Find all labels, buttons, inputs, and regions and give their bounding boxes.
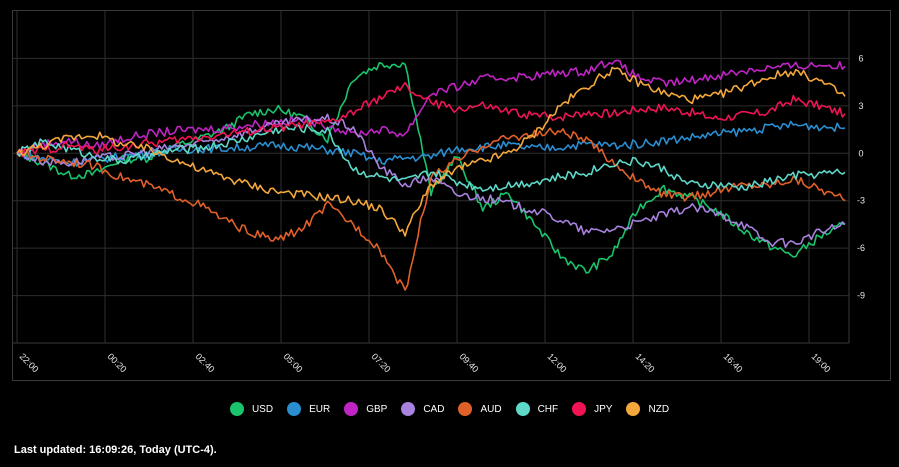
y-tick-label: -9 (857, 291, 865, 301)
y-tick-label: 3 (858, 101, 863, 111)
x-tick-label: 22:00 (18, 351, 41, 374)
legend-item-nzd[interactable]: NZD (626, 402, 669, 416)
y-tick-label: 6 (858, 53, 863, 63)
legend-item-gbp[interactable]: GBP (344, 402, 387, 416)
legend-label: JPY (594, 403, 613, 415)
legend: USD EUR GBP CAD AUD CHF JPY NZD (0, 402, 899, 416)
x-tick-label: 12:00 (546, 351, 569, 374)
legend-swatch (515, 402, 530, 416)
legend-label: CHF (537, 403, 559, 415)
x-tick-label: 19:00 (810, 351, 833, 374)
legend-swatch (458, 402, 473, 416)
legend-item-jpy[interactable]: JPY (572, 402, 612, 416)
series-line-nzd (16, 66, 846, 237)
series-line-gbp (16, 59, 846, 155)
y-tick-label: -6 (857, 243, 865, 253)
x-tick-label: 09:40 (458, 351, 481, 374)
series-line-jpy (16, 81, 846, 158)
y-tick-label: 0 (858, 148, 863, 158)
y-tick-label: -3 (857, 196, 865, 206)
legend-item-chf[interactable]: CHF (515, 402, 559, 416)
legend-swatch (287, 402, 302, 416)
legend-label: EUR (309, 403, 331, 415)
x-tick-label: 00:20 (106, 351, 129, 374)
x-tick-label: 07:20 (370, 351, 393, 374)
legend-item-usd[interactable]: USD (229, 402, 274, 416)
legend-label: AUD (480, 403, 502, 415)
legend-item-cad[interactable]: CAD (401, 402, 444, 416)
x-tick-label: 05:00 (282, 351, 305, 374)
x-tick-label: 02:40 (194, 351, 217, 374)
legend-label: USD (251, 403, 274, 415)
legend-swatch (401, 402, 416, 416)
legend-label: GBP (366, 403, 388, 415)
x-tick-label: 16:40 (722, 351, 745, 374)
series-line-aud (16, 127, 846, 291)
legend-label: CAD (423, 403, 445, 415)
last-updated-text: Last updated: 16:09:26, Today (UTC-4). (14, 444, 217, 456)
legend-swatch (572, 402, 587, 416)
legend-swatch (626, 402, 641, 416)
legend-swatch (229, 402, 244, 416)
line-chart: 22:00 00:20 02:40 05:00 07:20 09:40 12:00 14:20… (13, 11, 865, 374)
x-tick-label: 14:20 (634, 351, 657, 374)
chart-area: 22:00 00:20 02:40 05:00 07:20 09:40 12:00 14:20… (12, 10, 891, 381)
legend-label: NZD (648, 403, 670, 415)
legend-item-eur[interactable]: EUR (287, 402, 330, 416)
legend-swatch (344, 402, 359, 416)
legend-item-aud[interactable]: AUD (458, 402, 502, 416)
series-line-usd (16, 61, 846, 274)
